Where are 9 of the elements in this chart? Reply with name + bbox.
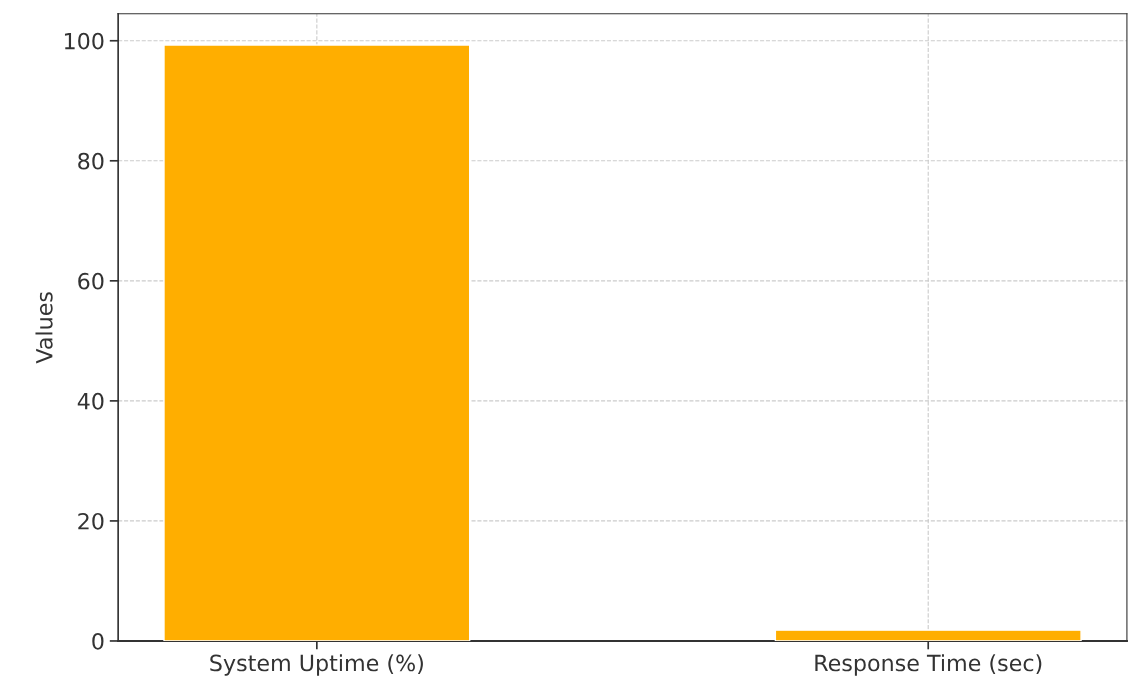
x-tick-label: System Uptime (%) xyxy=(210,654,423,676)
y-tick-label: 20 xyxy=(78,512,104,530)
y-tick-label: 100 xyxy=(64,32,104,50)
x-tick-label: Response Time (sec) xyxy=(815,654,1042,676)
y-axis-title: Values xyxy=(35,292,53,364)
y-tick-label: 40 xyxy=(77,392,104,410)
y-tick-label: 0 xyxy=(92,632,104,650)
y-tick-label: 80 xyxy=(78,152,104,170)
y-tick-label: 60 xyxy=(78,272,104,290)
